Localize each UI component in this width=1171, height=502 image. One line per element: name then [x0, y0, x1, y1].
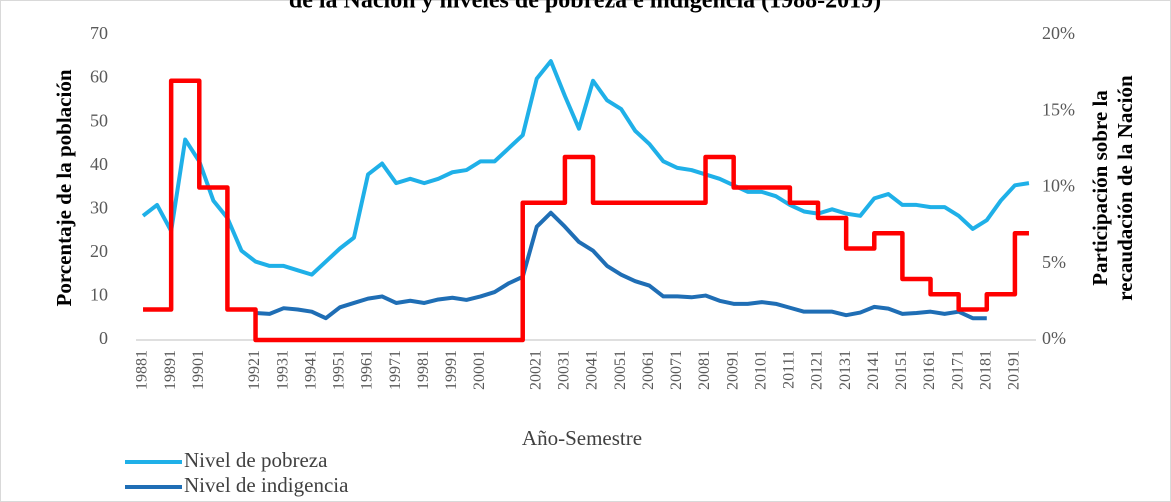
x-tick-label: 20161 [921, 350, 938, 390]
x-tick-label: 19951 [331, 350, 348, 390]
x-tick-label: 19981 [415, 350, 432, 390]
x-tick-label: 20131 [837, 350, 854, 390]
y2-tick-label: 10% [1042, 176, 1075, 196]
x-tick-label: 19881 [134, 350, 151, 390]
x-tick-label: 20181 [977, 350, 994, 390]
x-tick-label: 20091 [724, 350, 741, 390]
y-tick-label: 50 [90, 110, 108, 130]
y-tick-label: 0 [99, 328, 108, 348]
x-tick-label: 19921 [246, 350, 263, 390]
x-tick-label: 19961 [359, 350, 376, 390]
y-axis-title: Porcentaje de la población [52, 69, 76, 306]
x-tick-label: 20121 [809, 350, 826, 390]
y-tick-label: 20 [90, 241, 108, 261]
x-tick-label: 20101 [752, 350, 769, 390]
y2-tick-label: 0% [1042, 328, 1066, 348]
x-tick-label: 20081 [696, 350, 713, 390]
x-tick-label: 20041 [584, 350, 601, 390]
x-tick-label: 19991 [443, 350, 460, 390]
x-tick-label: 19931 [274, 350, 291, 390]
x-tick-label: 20061 [640, 350, 657, 390]
x-axis-title: Año-Semestre [522, 426, 642, 450]
y-tick-label: 10 [90, 285, 108, 305]
x-tick-label: 20141 [865, 350, 882, 390]
x-tick-label: 19891 [162, 350, 179, 390]
x-tick-label: 20171 [949, 350, 966, 390]
y2-tick-label: 5% [1042, 252, 1066, 272]
y-tick-label: 70 [90, 23, 108, 43]
y-tick-label: 30 [90, 197, 108, 217]
series-line [141, 59, 1030, 277]
x-tick-label: 20021 [527, 350, 544, 390]
x-tick-label: 19901 [190, 350, 207, 390]
x-tick-label: 20151 [893, 350, 910, 390]
y-tick-label: 60 [90, 67, 108, 87]
legend-label: Nivel de indigencia [184, 473, 349, 497]
x-tick-label: 20071 [668, 350, 685, 390]
chart-title: de la Nación y niveles de pobreza e indi… [289, 0, 881, 14]
x-tick-label: 20001 [471, 350, 488, 390]
series-line [255, 210, 987, 321]
x-tick-label: 20031 [556, 350, 573, 390]
y2-axis-title: recaudación de la Nación [1113, 75, 1137, 301]
x-tick-label: 19941 [302, 350, 319, 390]
x-tick-label: 20111 [781, 350, 798, 389]
y-tick-label: 40 [90, 154, 108, 174]
x-tick-label: 20191 [1006, 350, 1023, 390]
x-tick-label: 20051 [612, 350, 629, 390]
y2-tick-label: 15% [1042, 99, 1075, 119]
series-line [143, 78, 1029, 343]
legend-label: Nivel de pobreza [184, 448, 328, 472]
y2-axis-title: Participación sobre la [1088, 90, 1112, 286]
y2-tick-label: 20% [1042, 23, 1075, 43]
x-tick-label: 19971 [387, 350, 404, 390]
